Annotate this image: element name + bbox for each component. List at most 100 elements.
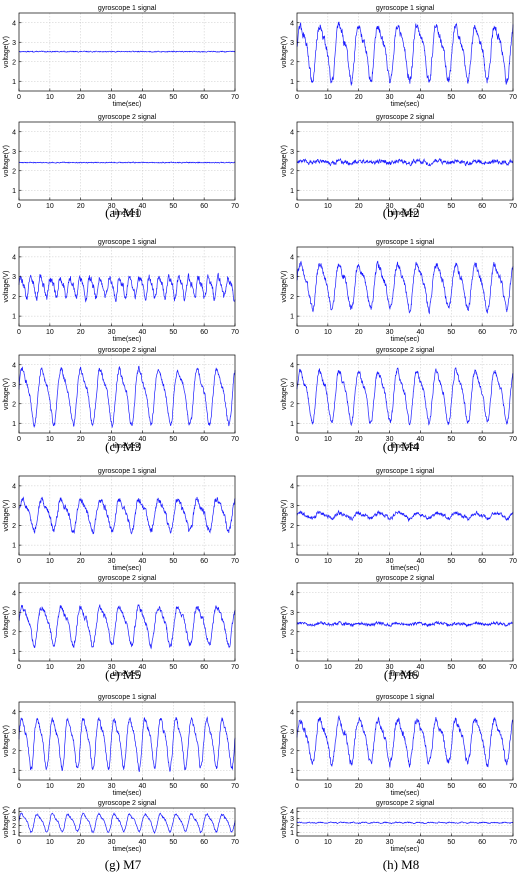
x-tick-label: 50 (447, 839, 455, 846)
x-tick-label: 10 (46, 94, 54, 101)
x-tick-label: 20 (77, 783, 85, 790)
y-axis-label: voltage(V) (281, 378, 288, 410)
x-tick-label: 60 (478, 436, 486, 443)
panel-caption: (f) M6 (384, 667, 419, 682)
y-tick-label: 4 (290, 590, 294, 597)
y-tick-label: 1 (12, 421, 16, 428)
panel-caption: (g) M7 (105, 857, 142, 872)
x-tick-label: 70 (509, 783, 517, 790)
y-tick-label: 2 (290, 294, 294, 301)
x-tick-label: 10 (324, 203, 332, 210)
x-tick-label: 10 (324, 94, 332, 101)
y-tick-label: 2 (290, 629, 294, 636)
x-tick-label: 50 (447, 558, 455, 565)
signal-line (296, 821, 514, 825)
x-tick-label: 0 (295, 783, 299, 790)
x-tick-label: 30 (386, 558, 394, 565)
x-axis-label: time(sec) (113, 336, 142, 343)
plot-frame (18, 475, 236, 556)
x-tick-label: 70 (509, 436, 517, 443)
y-tick-label: 3 (12, 729, 16, 736)
x-axis-label: time(sec) (391, 790, 420, 797)
x-tick-label: 0 (295, 558, 299, 565)
y-tick-label: 1 (290, 830, 294, 837)
plot-title: gyroscope 1 signal (376, 468, 435, 475)
x-tick-label: 40 (139, 558, 147, 565)
y-tick-label: 3 (290, 610, 294, 617)
y-tick-label: 1 (290, 314, 294, 321)
x-tick-label: 70 (231, 558, 239, 565)
y-axis-label: voltage(V) (3, 378, 10, 410)
signal-line (296, 157, 514, 167)
plot-title: gyroscope 2 signal (98, 347, 157, 354)
x-tick-label: 30 (386, 436, 394, 443)
x-tick-label: 10 (46, 203, 54, 210)
x-tick-label: 30 (108, 436, 116, 443)
plot-title: gyroscope 2 signal (98, 800, 157, 807)
plot-frame (296, 701, 514, 781)
plot-title: gyroscope 1 signal (98, 694, 157, 701)
x-tick-label: 70 (509, 558, 517, 565)
y-tick-label: 2 (290, 748, 294, 755)
x-tick-label: 0 (295, 203, 299, 210)
signal-line (296, 620, 514, 628)
x-axis-label: time(sec) (391, 101, 420, 108)
y-axis-label: voltage(V) (3, 500, 10, 532)
plot-frame (296, 807, 514, 837)
x-axis-label: time(sec) (113, 210, 142, 217)
x-tick-label: 20 (77, 436, 85, 443)
y-tick-label: 4 (12, 483, 16, 490)
y-tick-label: 4 (290, 483, 294, 490)
x-tick-label: 40 (417, 558, 425, 565)
panel-caption: (a) M1 (105, 205, 141, 220)
x-tick-label: 10 (46, 329, 54, 336)
x-tick-label: 50 (447, 436, 455, 443)
panel-caption: (b) M2 (383, 205, 419, 220)
y-tick-label: 1 (12, 649, 16, 656)
x-axis-label: time(sec) (391, 565, 420, 572)
y-tick-label: 2 (290, 523, 294, 530)
signal-line (296, 260, 514, 315)
y-tick-label: 4 (290, 362, 294, 369)
x-tick-label: 10 (324, 783, 332, 790)
x-tick-label: 20 (77, 94, 85, 101)
panel-caption: (c) M3 (105, 439, 141, 454)
x-tick-label: 10 (46, 783, 54, 790)
x-tick-label: 10 (324, 839, 332, 846)
x-tick-label: 70 (509, 664, 517, 671)
x-tick-label: 40 (417, 783, 425, 790)
x-tick-label: 50 (169, 839, 177, 846)
y-tick-label: 3 (290, 816, 294, 823)
x-tick-label: 40 (139, 664, 147, 671)
y-tick-label: 2 (290, 59, 294, 66)
y-tick-label: 1 (290, 543, 294, 550)
x-tick-label: 70 (231, 94, 239, 101)
y-tick-label: 1 (12, 830, 16, 837)
x-tick-label: 20 (355, 329, 363, 336)
y-tick-label: 1 (290, 768, 294, 775)
y-tick-label: 1 (12, 79, 16, 86)
x-tick-label: 40 (139, 329, 147, 336)
x-axis-label: time(sec) (113, 443, 142, 450)
x-tick-label: 60 (478, 203, 486, 210)
y-tick-label: 2 (12, 748, 16, 755)
x-tick-label: 20 (77, 558, 85, 565)
plot-title: gyroscope 2 signal (98, 575, 157, 582)
signal-line (18, 716, 236, 773)
x-tick-label: 70 (231, 783, 239, 790)
y-tick-label: 4 (12, 590, 16, 597)
x-tick-label: 40 (417, 664, 425, 671)
plot-frame (18, 12, 236, 92)
plot-frame (296, 475, 514, 556)
x-tick-label: 0 (17, 203, 21, 210)
y-tick-label: 3 (290, 40, 294, 47)
x-tick-label: 50 (447, 329, 455, 336)
x-tick-label: 40 (417, 329, 425, 336)
plot-title: gyroscope 1 signal (376, 5, 435, 12)
signal-line (296, 715, 514, 768)
signal-line (18, 604, 236, 650)
x-tick-label: 10 (324, 664, 332, 671)
x-tick-label: 40 (417, 436, 425, 443)
x-tick-label: 50 (447, 203, 455, 210)
signal-line (18, 496, 236, 535)
